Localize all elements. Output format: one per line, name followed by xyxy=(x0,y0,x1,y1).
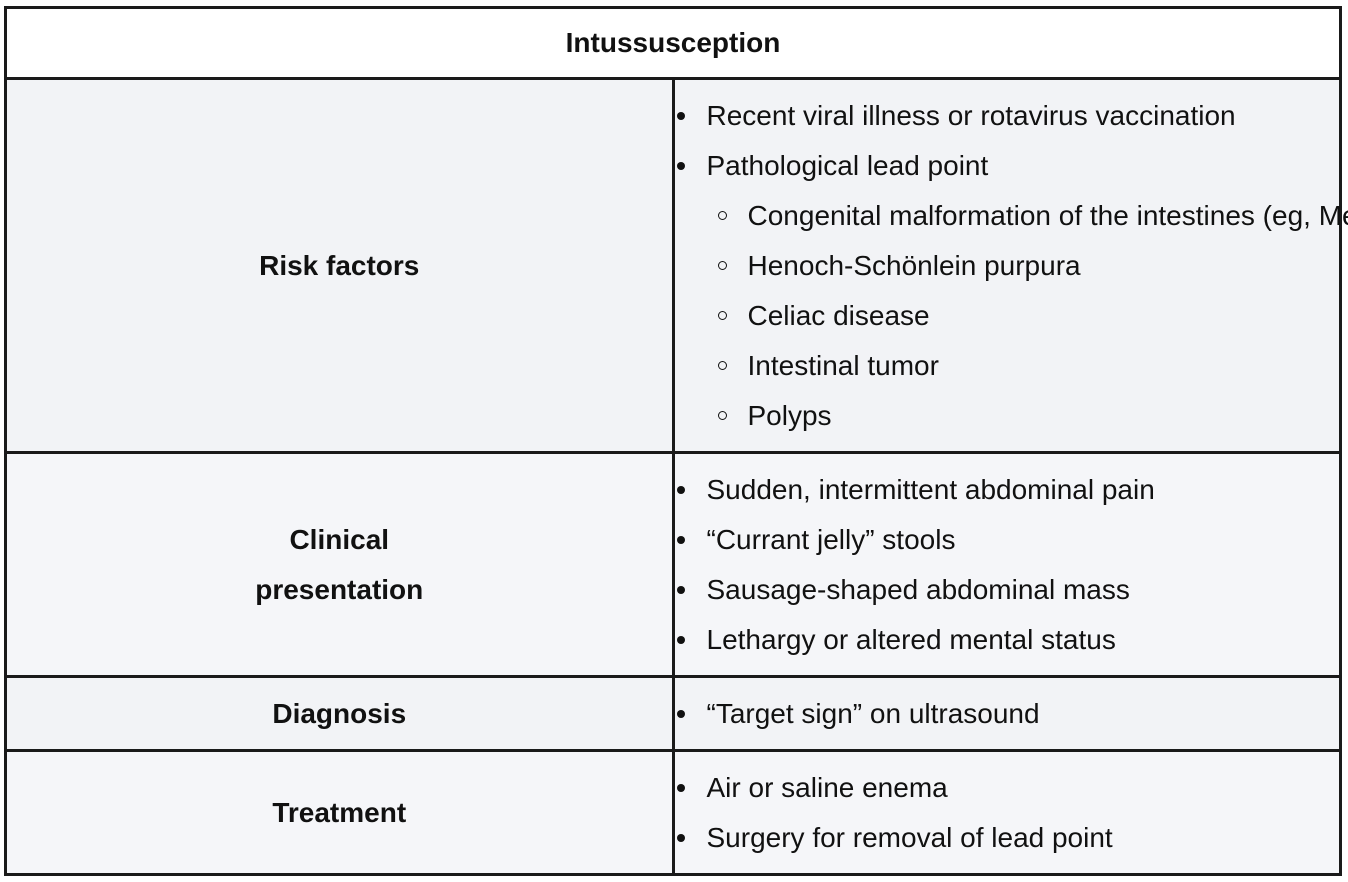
table-row-diagnosis: Diagnosis “Target sign” on ultrasound xyxy=(4,675,1342,752)
row-label-risk-factors: Risk factors xyxy=(4,77,675,454)
risk-factors-list: Recent viral illness or rotavirus vaccin… xyxy=(675,91,1348,441)
sub-list-item: Congenital malformation of the intestine… xyxy=(675,191,1348,241)
sub-list-item: Intestinal tumor xyxy=(675,341,1340,391)
list-item: Sudden, intermittent abdominal pain xyxy=(675,465,1340,515)
row-content-risk-factors: Recent viral illness or rotavirus vaccin… xyxy=(671,77,1348,454)
list-item: “Target sign” on ultrasound xyxy=(675,689,1340,739)
row-content-treatment: Air or saline enema Surgery for removal … xyxy=(671,749,1342,876)
intussusception-table: Intussusception Risk factors Recent vira… xyxy=(4,6,1348,876)
list-item: Surgery for removal of lead point xyxy=(675,813,1340,863)
list-item: Air or saline enema xyxy=(675,763,1340,813)
table-row-treatment: Treatment Air or saline enema Surgery fo… xyxy=(4,749,1342,876)
list-item: Sausage-shaped abdominal mass xyxy=(675,565,1340,615)
sub-list-item: Polyps xyxy=(675,391,1340,441)
list-item: “Currant jelly” stools xyxy=(675,515,1340,565)
clinical-presentation-list: Sudden, intermittent abdominal pain “Cur… xyxy=(675,465,1340,665)
row-label-treatment: Treatment xyxy=(4,749,675,876)
table-row-risk-factors: Risk factors Recent viral illness or rot… xyxy=(4,77,1348,454)
row-content-diagnosis: “Target sign” on ultrasound xyxy=(671,675,1342,752)
row-content-clinical-presentation: Sudden, intermittent abdominal pain “Cur… xyxy=(671,451,1342,678)
sub-list-item: Celiac disease xyxy=(675,291,1340,341)
treatment-list: Air or saline enema Surgery for removal … xyxy=(675,763,1340,863)
row-label-line: Clinical xyxy=(289,523,390,555)
sub-list-item: Henoch-Schönlein purpura xyxy=(675,241,1340,291)
table-title: Intussusception xyxy=(4,6,1342,80)
row-label-diagnosis: Diagnosis xyxy=(4,675,675,752)
row-label-line: presentation xyxy=(255,573,424,605)
list-item: Lethargy or altered mental status xyxy=(675,615,1340,665)
list-item: Pathological lead point xyxy=(675,141,1340,191)
diagnosis-list: “Target sign” on ultrasound xyxy=(675,689,1340,739)
table-row-clinical-presentation: Clinical presentation Sudden, intermitte… xyxy=(4,451,1342,678)
row-label-clinical-presentation: Clinical presentation xyxy=(4,451,675,678)
list-item: Recent viral illness or rotavirus vaccin… xyxy=(675,91,1340,141)
table-header-row: Intussusception xyxy=(4,6,1342,80)
